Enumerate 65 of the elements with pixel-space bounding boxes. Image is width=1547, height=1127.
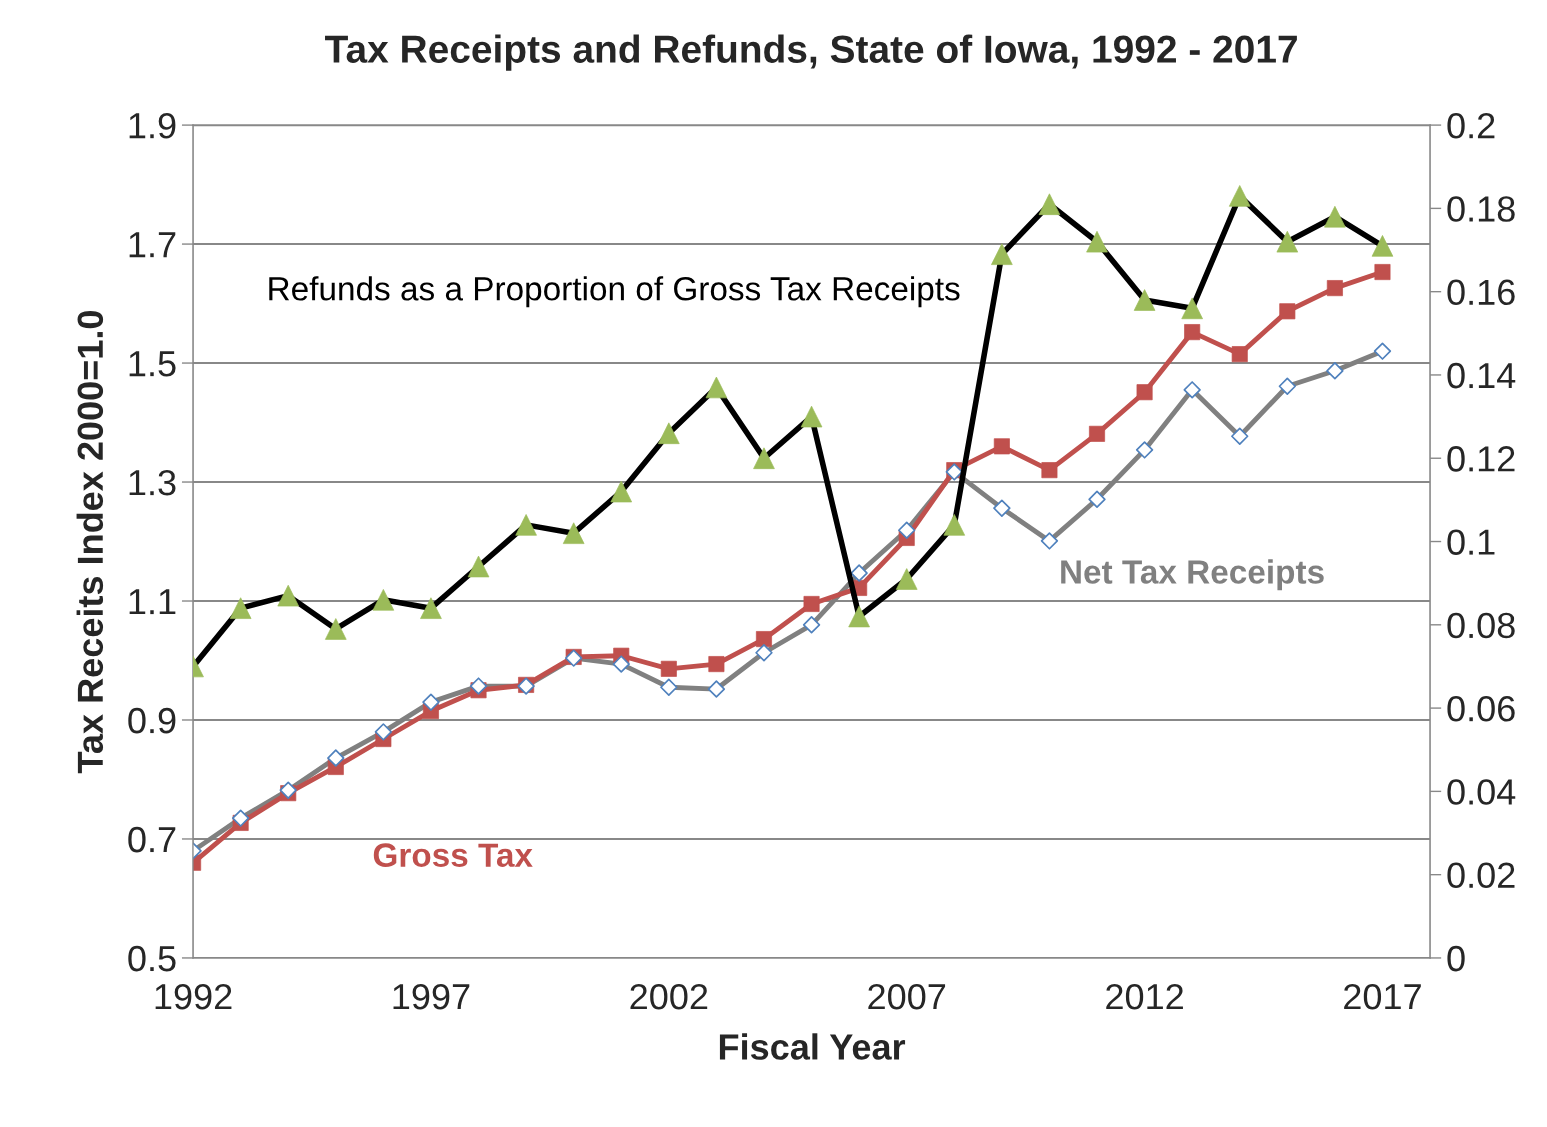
point bbox=[943, 514, 966, 536]
point bbox=[1326, 280, 1343, 297]
point bbox=[803, 596, 820, 612]
y2-tick-label: 0.18 bbox=[1447, 196, 1515, 222]
point bbox=[753, 447, 775, 469]
x-tick-label: 2007 bbox=[868, 983, 946, 1010]
point bbox=[1133, 289, 1156, 311]
point bbox=[658, 422, 680, 445]
y2-tick-label: 0.14 bbox=[1447, 362, 1516, 389]
point bbox=[515, 514, 537, 536]
point bbox=[1089, 425, 1105, 442]
point bbox=[610, 480, 633, 503]
point bbox=[1041, 462, 1058, 479]
point bbox=[705, 376, 728, 399]
point bbox=[1038, 193, 1061, 215]
point bbox=[991, 243, 1013, 265]
x-tick-label: 1997 bbox=[393, 983, 470, 1010]
x-tick-label: 2017 bbox=[1344, 983, 1421, 1010]
point bbox=[1231, 346, 1248, 363]
y2-tick-label: 0.2 bbox=[1447, 112, 1495, 139]
y-tick-label: 0.7 bbox=[128, 826, 176, 853]
x-tick-label: 2012 bbox=[1106, 983, 1183, 1010]
y-tick-label: 0.9 bbox=[128, 707, 176, 734]
y-tick-label: 1.5 bbox=[129, 351, 176, 377]
y-axis-title: Tax Receits Index 2000=1.0 bbox=[76, 310, 104, 774]
text: Gross Tax bbox=[373, 843, 533, 867]
point bbox=[325, 618, 347, 640]
x-tick-label: 1992 bbox=[155, 983, 232, 1010]
y-tick-label: 1.3 bbox=[129, 469, 176, 496]
point bbox=[229, 597, 252, 619]
point bbox=[848, 605, 870, 628]
point bbox=[467, 555, 490, 578]
point bbox=[1374, 264, 1391, 281]
point bbox=[1181, 297, 1203, 320]
series-label: Net Tax Receipts bbox=[1061, 559, 1324, 591]
y2-tick-label: 0.16 bbox=[1447, 279, 1515, 306]
y2-tick-label: 0.02 bbox=[1447, 862, 1515, 889]
point bbox=[708, 656, 725, 673]
point bbox=[420, 597, 442, 619]
y2-tick-label: 0.12 bbox=[1447, 446, 1515, 472]
y2-tick-label: 0 bbox=[1447, 945, 1465, 972]
series-label: Refunds as a Proportion of Gross Tax Receipts bbox=[269, 276, 960, 308]
point bbox=[895, 568, 918, 590]
x-axis-title: Fiscal Year bbox=[719, 1033, 906, 1060]
y-tick-label: 1.7 bbox=[129, 232, 176, 258]
point bbox=[755, 631, 772, 648]
point bbox=[800, 405, 823, 428]
point bbox=[277, 584, 299, 607]
point bbox=[1086, 230, 1108, 253]
y2-tick-label: 0.04 bbox=[1447, 779, 1516, 805]
y2-tick-label: 0.1 bbox=[1447, 529, 1495, 555]
point bbox=[1276, 230, 1299, 253]
y2-tick-label: 0.08 bbox=[1447, 612, 1515, 639]
y2-tick-label: 0.06 bbox=[1447, 695, 1515, 722]
y-tick-label: 1.1 bbox=[129, 589, 176, 615]
point bbox=[1371, 235, 1394, 257]
x-tick-label: 2002 bbox=[630, 983, 708, 1010]
point bbox=[372, 589, 395, 611]
point bbox=[562, 522, 585, 544]
y-tick-label: 1.9 bbox=[129, 112, 176, 139]
y-tick-label: 0.5 bbox=[128, 945, 176, 972]
point bbox=[1324, 205, 1346, 228]
point bbox=[1228, 185, 1251, 207]
chart-title: Tax Receipts and Refunds, State of Iowa, 1992 - 2017 bbox=[325, 34, 1297, 71]
point bbox=[1184, 324, 1201, 341]
